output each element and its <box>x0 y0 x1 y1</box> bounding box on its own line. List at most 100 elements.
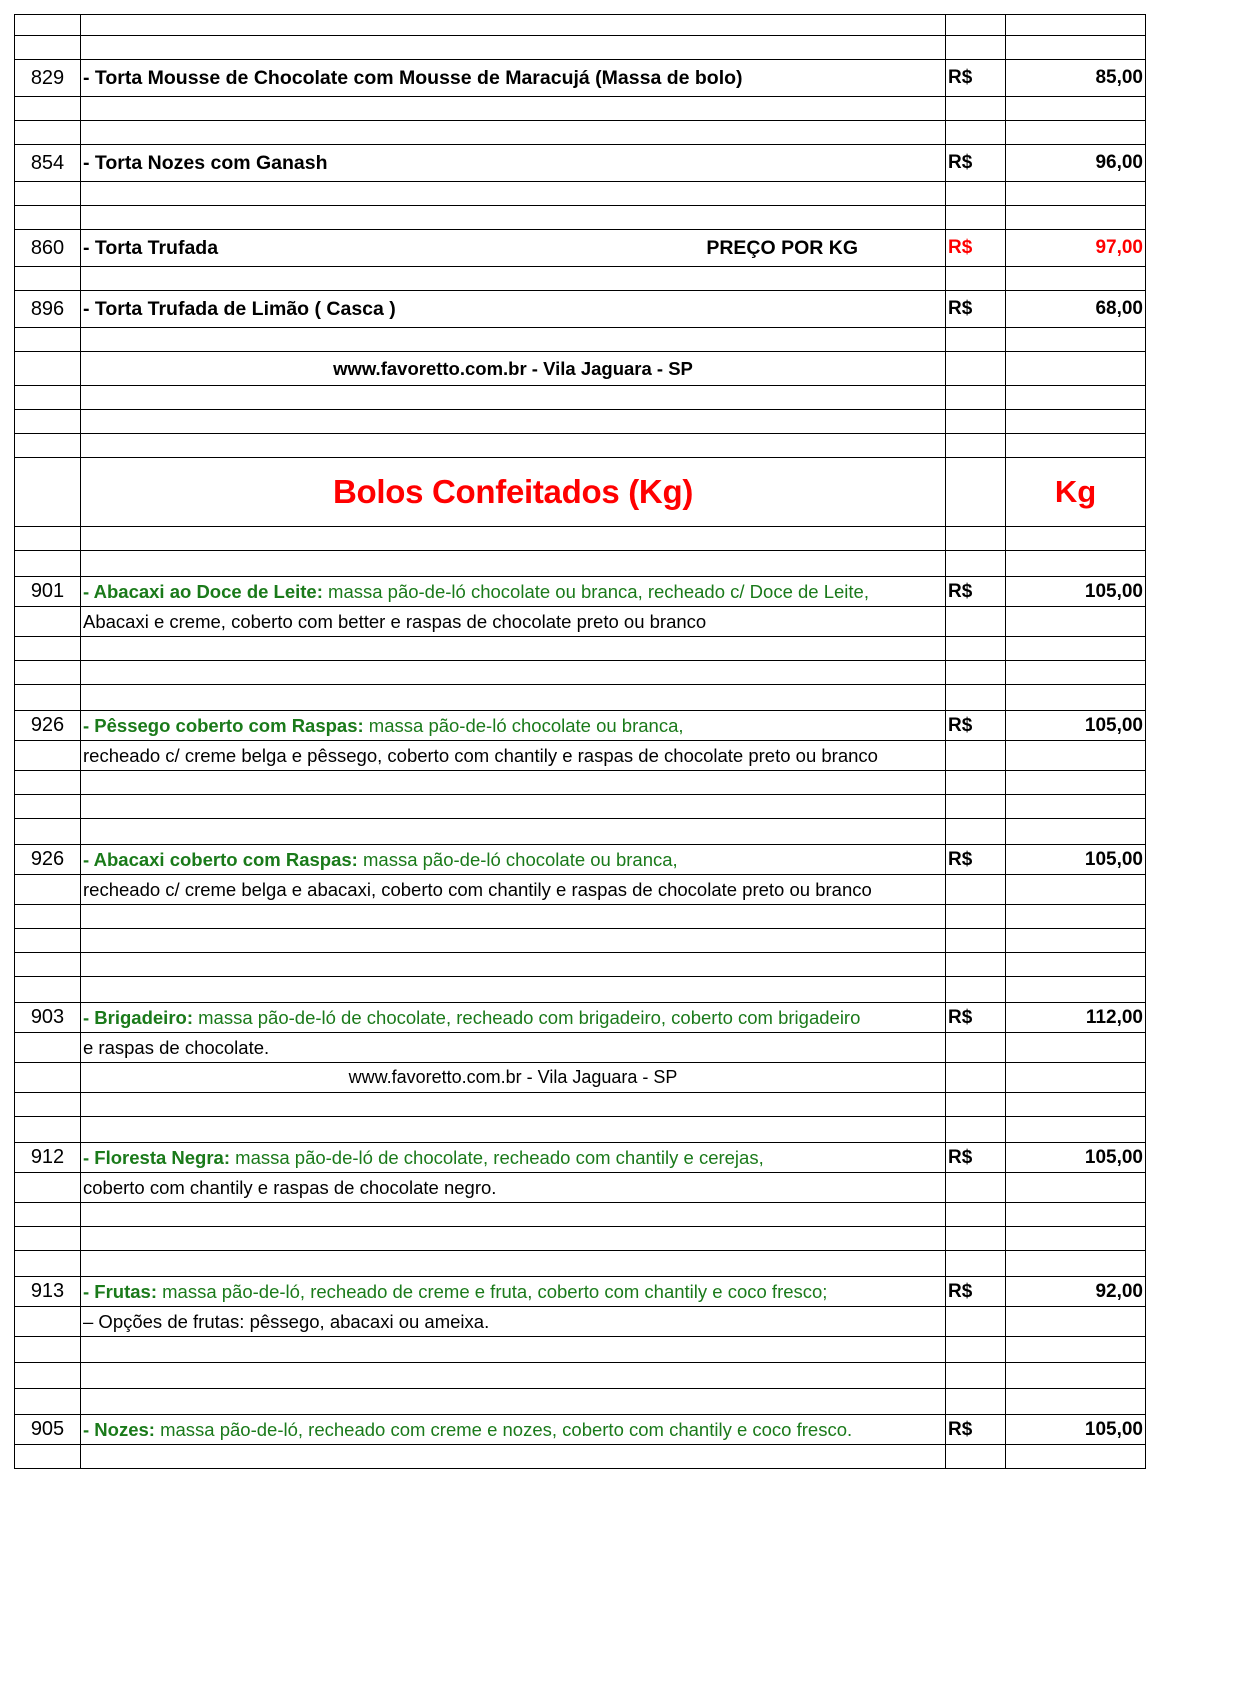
cell-code <box>14 433 81 458</box>
item-name: - Brigadeiro: massa pão-de-ló de chocola… <box>80 1002 946 1033</box>
spacer-row <box>14 96 1146 121</box>
cell-desc <box>80 1388 946 1415</box>
cell-currency <box>945 1032 1006 1063</box>
cell-currency <box>945 928 1006 953</box>
spacer-row <box>14 636 1146 661</box>
cell-currency <box>945 1062 1006 1093</box>
cell-code <box>14 740 81 771</box>
item-name-bold: - Abacaxi ao Doce de Leite: <box>83 580 323 602</box>
cell-currency <box>945 636 1006 661</box>
cell-desc <box>80 976 946 1003</box>
table-row[interactable]: 896 - Torta Trufada de Limão ( Casca ) R… <box>14 290 1146 328</box>
footer-note-row: www.favoretto.com.br - Vila Jaguara - SP <box>14 351 1146 386</box>
spacer-row <box>14 550 1146 577</box>
cell-code <box>14 952 81 977</box>
spacer-row <box>14 1336 1146 1363</box>
cell-code <box>14 928 81 953</box>
spacer-row <box>14 794 1146 819</box>
item-code: 829 <box>14 59 81 97</box>
spacer-row <box>14 327 1146 352</box>
spacer-row <box>14 928 1146 953</box>
item-name: - Abacaxi coberto com Raspas: massa pão-… <box>80 844 946 875</box>
cell-code <box>14 1306 81 1337</box>
cell-price <box>1005 1444 1146 1469</box>
cell-currency <box>945 550 1006 577</box>
price-value: 105,00 <box>1005 1142 1146 1173</box>
price-table: 829 - Torta Mousse de Chocolate com Mous… <box>14 14 1146 1469</box>
cell-desc <box>80 120 946 145</box>
item-description-line2: coberto com chantily e raspas de chocola… <box>80 1172 946 1203</box>
item-name-bold: - Brigadeiro: <box>83 1006 193 1028</box>
cell-price <box>1005 96 1146 121</box>
spacer-row <box>14 1250 1146 1277</box>
item-code: 913 <box>14 1276 81 1307</box>
item-detail-row: Abacaxi e creme, coberto com better e ra… <box>14 606 1146 637</box>
item-description: massa pão-de-ló chocolate ou branca, <box>363 714 684 736</box>
price-value: 92,00 <box>1005 1276 1146 1307</box>
cell-currency <box>945 351 1006 386</box>
section-title: Bolos Confeitados (Kg) <box>80 457 946 527</box>
website-footer: www.favoretto.com.br - Vila Jaguara - SP <box>80 1062 946 1093</box>
cell-code <box>14 660 81 685</box>
spacer-row <box>14 205 1146 230</box>
cell-desc <box>80 433 946 458</box>
cell-code <box>14 636 81 661</box>
price-currency: R$ <box>945 229 1006 267</box>
cell-price <box>1005 385 1146 410</box>
price-currency: R$ <box>945 576 1006 607</box>
cell-desc <box>80 818 946 845</box>
cell-code <box>14 96 81 121</box>
cell-code <box>14 385 81 410</box>
cell-price <box>1005 1116 1146 1143</box>
item-description-line2: recheado c/ creme belga e pêssego, cober… <box>80 740 946 771</box>
cell-desc <box>80 181 946 206</box>
cell-code <box>14 526 81 551</box>
cell-price <box>1005 120 1146 145</box>
cell-code <box>14 684 81 711</box>
item-description-line2: recheado c/ creme belga e abacaxi, cober… <box>80 874 946 905</box>
item-code: 860 <box>14 229 81 267</box>
table-row[interactable]: 903 - Brigadeiro: massa pão-de-ló de cho… <box>14 1002 1146 1033</box>
cell-currency <box>945 1226 1006 1251</box>
table-row[interactable]: 829 - Torta Mousse de Chocolate com Mous… <box>14 59 1146 97</box>
cell-currency <box>945 740 1006 771</box>
spacer-row <box>14 14 1146 36</box>
cell-currency <box>945 1388 1006 1415</box>
item-description-line2: e raspas de chocolate. <box>80 1032 946 1063</box>
cell-desc <box>80 409 946 434</box>
cell-price <box>1005 14 1146 36</box>
spacer-row <box>14 770 1146 795</box>
item-name-bold: - Abacaxi coberto com Raspas: <box>83 848 358 870</box>
cell-code <box>14 35 81 60</box>
cell-desc <box>80 1250 946 1277</box>
cell-desc <box>80 205 946 230</box>
table-row[interactable]: 905 - Nozes: massa pão-de-ló, recheado c… <box>14 1414 1146 1445</box>
cell-currency <box>945 606 1006 637</box>
spacer-row <box>14 266 1146 291</box>
item-description: massa pão-de-ló de chocolate, recheado c… <box>230 1146 764 1168</box>
table-row[interactable]: 926 - Abacaxi coberto com Raspas: massa … <box>14 844 1146 875</box>
cell-currency <box>945 526 1006 551</box>
cell-price <box>1005 1362 1146 1389</box>
price-currency: R$ <box>945 290 1006 328</box>
cell-price <box>1005 684 1146 711</box>
item-name: - Torta Trufada de Limão ( Casca ) <box>80 290 946 328</box>
cell-code <box>14 205 81 230</box>
spacer-row <box>14 660 1146 685</box>
price-currency: R$ <box>945 1142 1006 1173</box>
cell-desc <box>80 1202 946 1227</box>
item-name-text: - Torta Trufada <box>83 236 219 259</box>
table-row[interactable]: 901 - Abacaxi ao Doce de Leite: massa pã… <box>14 576 1146 607</box>
cell-desc <box>80 526 946 551</box>
cell-code <box>14 1062 81 1093</box>
table-row[interactable]: 926 - Pêssego coberto com Raspas: massa … <box>14 710 1146 741</box>
table-row[interactable]: 913 - Frutas: massa pão-de-ló, recheado … <box>14 1276 1146 1307</box>
item-code: 903 <box>14 1002 81 1033</box>
cell-price <box>1005 1092 1146 1117</box>
cell-currency <box>945 1172 1006 1203</box>
table-row[interactable]: 912 - Floresta Negra: massa pão-de-ló de… <box>14 1142 1146 1173</box>
table-row[interactable]: 854 - Torta Nozes com Ganash R$ 96,00 <box>14 144 1146 182</box>
cell-currency <box>945 96 1006 121</box>
table-row[interactable]: 860 - Torta Trufada PREÇO POR KG R$ 97,00 <box>14 229 1146 267</box>
cell-currency <box>945 1444 1006 1469</box>
